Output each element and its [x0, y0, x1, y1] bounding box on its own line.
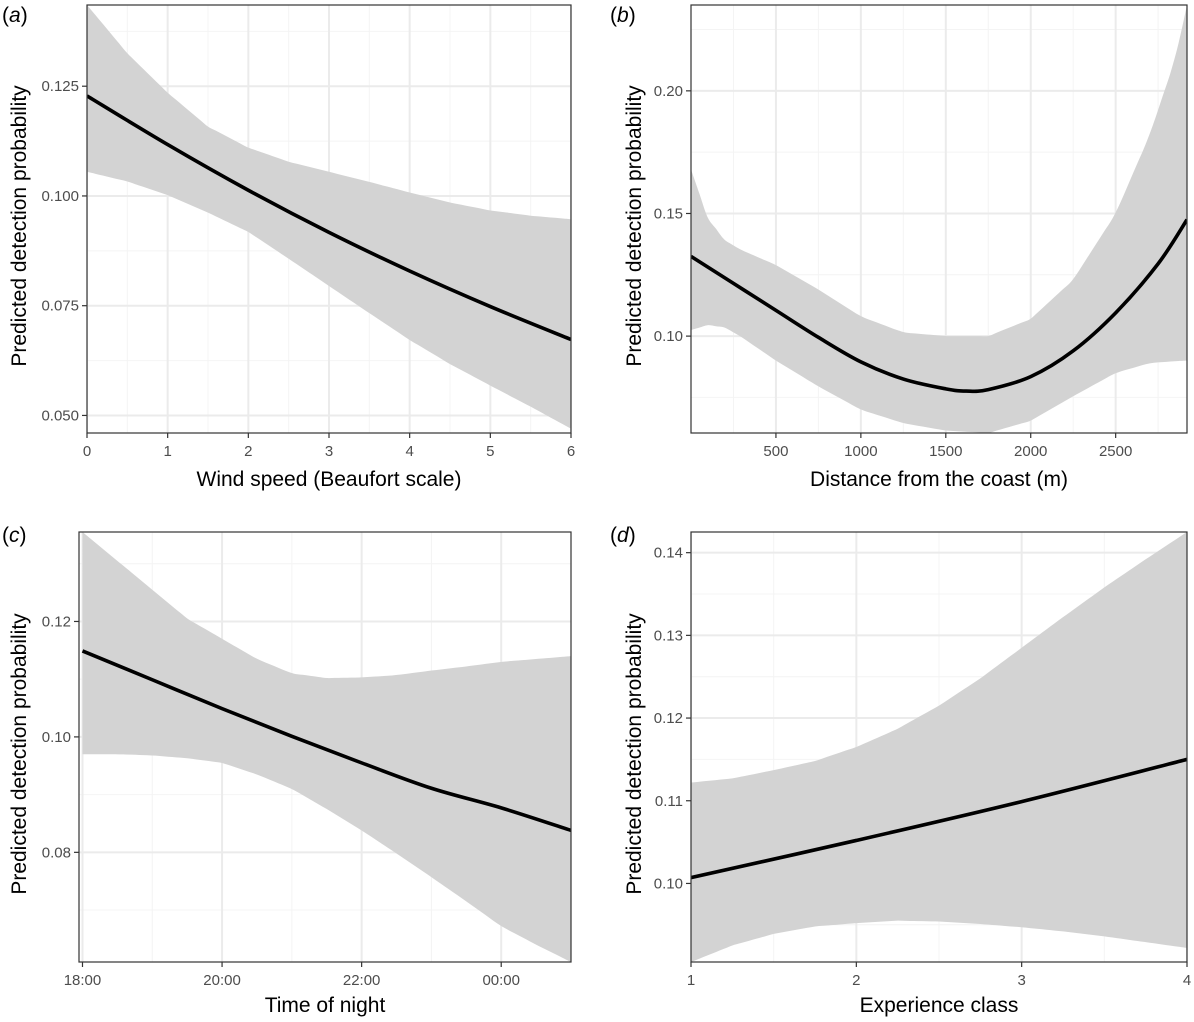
y-tick-label: 0.15: [654, 205, 683, 222]
fitted-line: [691, 757, 1187, 880]
x-tick-label: 4: [405, 443, 413, 460]
panel-b: 500 1000 1500 2000 2500 0.10 0.15 0.20 Distance …: [610, 4, 1188, 491]
x-tick-label: 2: [244, 443, 252, 460]
fitted-line: [691, 218, 1187, 394]
panel-a: 0 1 2 3 4 5 6 0.050 0.075 0.100 0.125 Wind speed (B…: [2, 4, 575, 491]
y-tick-label: 0.12: [654, 710, 683, 727]
panel-c: 18:00 20:00 22:00 00:00 0.08 0.10 0.12 Time of …: [2, 524, 572, 1017]
x-axis-title: Experience class: [860, 994, 1019, 1017]
y-axis-title: Predicted detection probability: [8, 85, 31, 367]
x-tick-label: 6: [567, 443, 575, 460]
x-tick-label: 1500: [929, 443, 962, 460]
y-tick-label: 0.08: [42, 844, 71, 861]
x-tick-label: 22:00: [343, 972, 381, 989]
y-tick-label: 0.14: [654, 545, 683, 562]
panel-tag: (a): [2, 4, 28, 27]
x-tick-label: 1: [687, 972, 695, 989]
x-tick-label: 00:00: [482, 972, 520, 989]
x-axis-title: Distance from the coast (m): [810, 468, 1068, 491]
panel-tag: (b): [610, 4, 636, 27]
fitted-line: [87, 94, 571, 342]
x-tick-label: 2500: [1099, 443, 1132, 460]
y-tick-label: 0.100: [41, 188, 79, 205]
panel-d: 1 2 3 4 0.10 0.11 0.12 0.13 0.14 Experience class…: [610, 524, 1191, 1017]
x-tick-label: 5: [486, 443, 494, 460]
x-tick-label: 500: [763, 443, 788, 460]
x-tick-label: 2: [852, 972, 860, 989]
panel-tag: (c): [2, 524, 27, 547]
x-tick-label: 0: [83, 443, 91, 460]
y-tick-label: 0.10: [654, 328, 683, 345]
x-axis-title: Time of night: [265, 994, 386, 1017]
confidence-band: [82, 532, 571, 962]
x-axis-title: Wind speed (Beaufort scale): [197, 468, 462, 491]
x-tick-label: 3: [1017, 972, 1025, 989]
panel-border: [78, 531, 572, 963]
y-tick-label: 0.13: [654, 627, 683, 644]
x-tick-label: 1: [163, 443, 171, 460]
x-tick-label: 20:00: [203, 972, 241, 989]
y-axis-title: Predicted detection probability: [8, 613, 31, 895]
y-tick-label: 0.20: [654, 83, 683, 100]
x-tick-label: 1000: [844, 443, 877, 460]
x-tick-label: 18:00: [64, 972, 102, 989]
y-tick-label: 0.125: [41, 78, 79, 95]
y-tick-label: 0.10: [654, 875, 683, 892]
confidence-band: [87, 5, 571, 429]
y-axis-title: Predicted detection probability: [623, 85, 646, 367]
confidence-band: [691, 532, 1187, 962]
panel-border: [690, 531, 1188, 963]
x-tick-label: 4: [1183, 972, 1191, 989]
y-tick-label: 0.11: [655, 793, 683, 810]
panel-tag: (d): [610, 524, 636, 547]
y-tick-label: 0.050: [41, 407, 79, 424]
confidence-band: [691, 5, 1187, 433]
y-tick-label: 0.075: [41, 298, 79, 315]
panel-border: [690, 4, 1188, 434]
x-tick-label: 3: [325, 443, 333, 460]
fitted-line: [81, 649, 571, 833]
y-axis-title: Predicted detection probability: [623, 613, 646, 895]
y-tick-label: 0.12: [42, 613, 71, 630]
y-tick-label: 0.10: [42, 729, 71, 746]
x-tick-label: 2000: [1014, 443, 1047, 460]
